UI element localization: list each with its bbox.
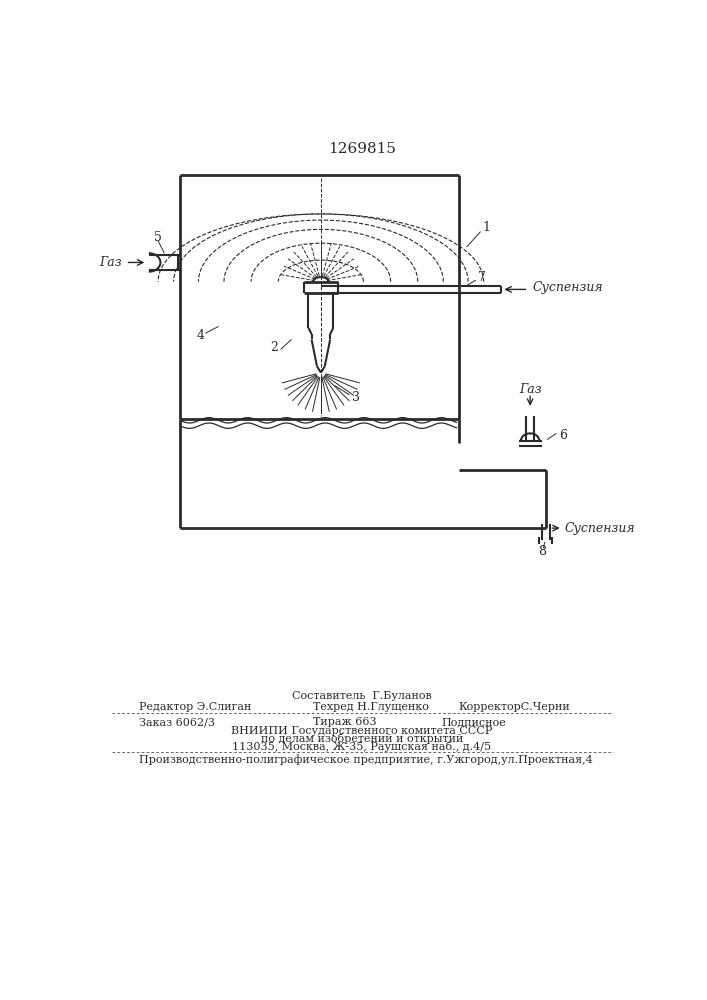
Text: 3: 3 — [352, 391, 360, 404]
Text: 4: 4 — [197, 329, 205, 342]
Text: Заказ 6062/3: Заказ 6062/3 — [139, 717, 215, 727]
Text: Составитель  Г.Буланов: Составитель Г.Буланов — [292, 691, 432, 701]
Text: Редактор Э.Слиган: Редактор Э.Слиган — [139, 702, 251, 712]
Text: 113035, Москва, Ж-35, Раушская наб., д.4/5: 113035, Москва, Ж-35, Раушская наб., д.4… — [233, 741, 491, 752]
Text: Суспензия: Суспензия — [565, 522, 636, 535]
Text: Тираж 663: Тираж 663 — [313, 717, 377, 727]
Text: ВНИИПИ Государственного комитета СССР: ВНИИПИ Государственного комитета СССР — [231, 726, 493, 736]
Text: 6: 6 — [559, 429, 568, 442]
Text: Подписное: Подписное — [441, 717, 506, 727]
Text: 8: 8 — [538, 545, 546, 558]
Text: по делам изобретений и открытий: по делам изобретений и открытий — [261, 733, 463, 744]
Text: Производственно-полиграфическое предприятие, г.Ужгород,ул.Проектная,4: Производственно-полиграфическое предприя… — [139, 754, 592, 765]
Text: 1269815: 1269815 — [328, 142, 396, 156]
Text: Газ: Газ — [519, 383, 542, 396]
Text: КорректорС.Черни: КорректорС.Черни — [459, 702, 571, 712]
Text: Техред Н.Глущенко: Техред Н.Глущенко — [313, 702, 429, 712]
Text: Газ: Газ — [99, 256, 122, 269]
Text: Суспензия: Суспензия — [532, 281, 603, 294]
Text: 5: 5 — [154, 231, 162, 244]
Text: 7: 7 — [478, 271, 486, 284]
Text: 2: 2 — [271, 341, 279, 354]
Text: 1: 1 — [482, 221, 490, 234]
